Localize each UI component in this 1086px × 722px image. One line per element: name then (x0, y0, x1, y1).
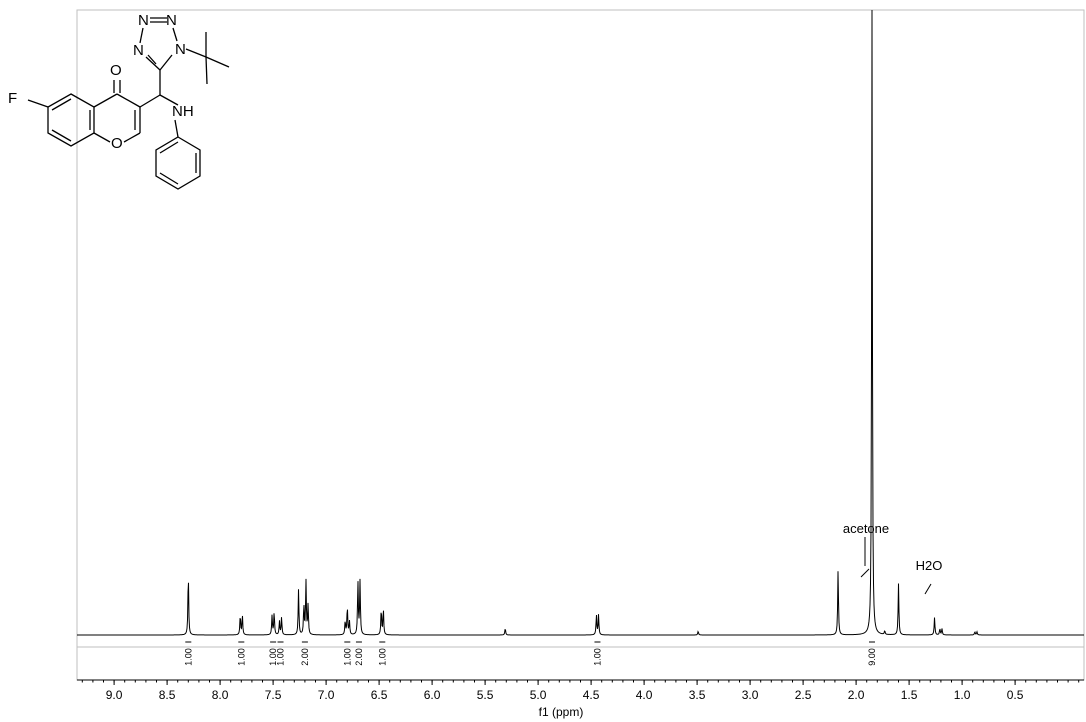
atom-label-f: F (8, 90, 17, 107)
structure-atom-labels: F O O NH N N N N (8, 12, 194, 152)
structure-tetrazole-n2-n1 (172, 27, 178, 42)
x-tick-label: 0.5 (1007, 688, 1024, 702)
x-tick-label: 4.5 (583, 688, 600, 702)
x-tick-label: 6.5 (371, 688, 388, 702)
integral-group: 1.00 1.00 1.001.00 2.00 1.00 2.00 1.00 1.00 9.00 (183, 641, 877, 666)
structure-tbu-me2 (205, 56, 230, 68)
atom-label-n-tetrazole-4: N (133, 42, 144, 59)
annotation-tick-acetone (860, 568, 870, 578)
annotation-label-acetone: acetone (843, 521, 889, 536)
x-tick-label: 7.0 (318, 688, 335, 702)
integral-label: 1.00 (276, 648, 286, 666)
structure-o1-bond-a (123, 132, 141, 143)
x-tick-label: 1.5 (901, 688, 918, 702)
structure-o1-bond-b (93, 132, 111, 143)
integral-label: 9.00 (867, 648, 877, 666)
integral-label: 1.00 (236, 648, 246, 666)
spectrum-trace (77, 9, 1084, 636)
x-tick-label: 7.5 (265, 688, 282, 702)
integral-label: 1.00 (377, 648, 387, 666)
x-tick-label: 4.0 (636, 688, 653, 702)
structure-nh-bond (159, 94, 179, 106)
x-tick-label: 3.0 (742, 688, 759, 702)
x-tick-label: 5.5 (477, 688, 494, 702)
atom-label-n-tetrazole-3: N (138, 12, 149, 29)
x-tick-label: 5.0 (530, 688, 547, 702)
integral-label: 1.00 (342, 648, 352, 666)
atom-label-nh: NH (172, 103, 194, 120)
chemical-structure (27, 17, 230, 190)
x-tick-label: 1.0 (954, 688, 971, 702)
plot-frame (76, 9, 1085, 681)
structure-phenyl-inner-3 (159, 172, 179, 185)
x-tick-label: 3.5 (689, 688, 706, 702)
structure-tetrazole-n4-n3 (139, 27, 144, 44)
annotation-label-h2o: H2O (916, 558, 943, 573)
atom-label-carbonyl-o: O (110, 62, 122, 79)
annotation-acetone: acetone (843, 521, 889, 578)
structure-ch-bond (139, 94, 161, 108)
x-tick-label: 2.5 (795, 688, 812, 702)
x-tick-label: 8.0 (212, 688, 229, 702)
annotation-h2o: H2O (916, 558, 943, 595)
structure-c3-bond (116, 93, 141, 108)
atom-label-n-tetrazole-1: N (175, 41, 186, 58)
annotation-tick-h2o (924, 583, 932, 595)
x-tick-label: 6.0 (424, 688, 441, 702)
structure-phenyl-link (174, 119, 179, 138)
integral-label: 1.00 (183, 648, 193, 666)
x-tick-label: 8.5 (159, 688, 176, 702)
structure-benzo-ring (47, 93, 95, 147)
structure-tetrazole-c5-n4 (145, 56, 161, 71)
structure-tbu-me3 (205, 56, 208, 85)
structure-tbu-bond (185, 48, 207, 58)
structure-tetrazole-c5-n4-inner (147, 54, 157, 65)
integral-label: 2.00 (300, 648, 310, 666)
structure-tetrazole-n1-c5 (159, 54, 173, 71)
integral-label: 2.00 (354, 648, 364, 666)
integral-label: 1.00 (592, 648, 602, 666)
structure-benzo-inner-bond-1 (51, 98, 72, 111)
structure-f-bond (27, 99, 49, 108)
structure-benzo-inner-bond-2 (51, 129, 72, 142)
structure-phenyl-inner-1 (159, 141, 179, 154)
structure-phenyl-ring (155, 136, 201, 190)
x-tick-label: 9.0 (106, 688, 123, 702)
structure-c4-bond (93, 93, 118, 108)
x-tick-label: 2.0 (848, 688, 865, 702)
atom-label-ring-o: O (111, 135, 123, 152)
x-axis-title: f1 (ppm) (539, 705, 584, 719)
x-axis-ticks: 9.0 8.5 8.0 7.5 7.0 6.5 6.0 5.5 5.0 4.5 4.0 3.5 3.0 2… (81, 680, 1080, 702)
atom-label-n-tetrazole-2: N (166, 12, 177, 29)
integral-label: 1.00 (268, 648, 278, 666)
